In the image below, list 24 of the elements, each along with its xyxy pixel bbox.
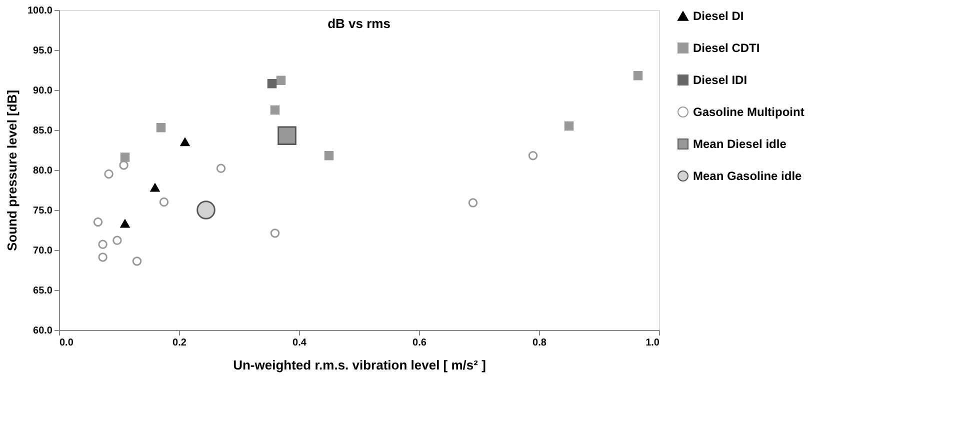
legend-label: Mean Gasoline idle <box>693 169 802 183</box>
chart-title: dB vs rms <box>328 16 390 31</box>
y-tick-label: 60.0 <box>33 326 53 336</box>
legend-label: Mean Diesel idle <box>693 137 787 151</box>
x-tick-label: 1.0 <box>646 338 660 348</box>
x-tick-label: 0.6 <box>412 338 427 348</box>
legend-label: Gasoline Multipoint <box>693 105 804 119</box>
y-tick-label: 90.0 <box>33 86 53 96</box>
legend-label: Diesel DI <box>693 9 744 23</box>
legend-label: Diesel IDI <box>693 73 748 87</box>
x-tick-label: 0.8 <box>532 338 547 348</box>
y-tick-label: 75.0 <box>33 206 53 216</box>
y-tick-label: 100.0 <box>27 6 53 16</box>
y-axis-title: Sound pressure level [dB] <box>4 90 20 252</box>
legend-label: Diesel CDTI <box>693 41 760 55</box>
x-axis-title: Un-weighted r.m.s. vibration level [ m/s² ] <box>233 358 486 372</box>
x-tick-label: 0.4 <box>292 338 307 348</box>
y-tick-label: 85.0 <box>33 126 53 136</box>
y-tick-label: 95.0 <box>33 46 53 56</box>
y-tick-label: 80.0 <box>33 166 53 176</box>
x-tick-label: 0.2 <box>172 338 187 348</box>
y-tick-label: 70.0 <box>33 246 53 256</box>
y-tick-label: 65.0 <box>33 286 53 296</box>
x-tick-label: 0.0 <box>60 338 74 348</box>
